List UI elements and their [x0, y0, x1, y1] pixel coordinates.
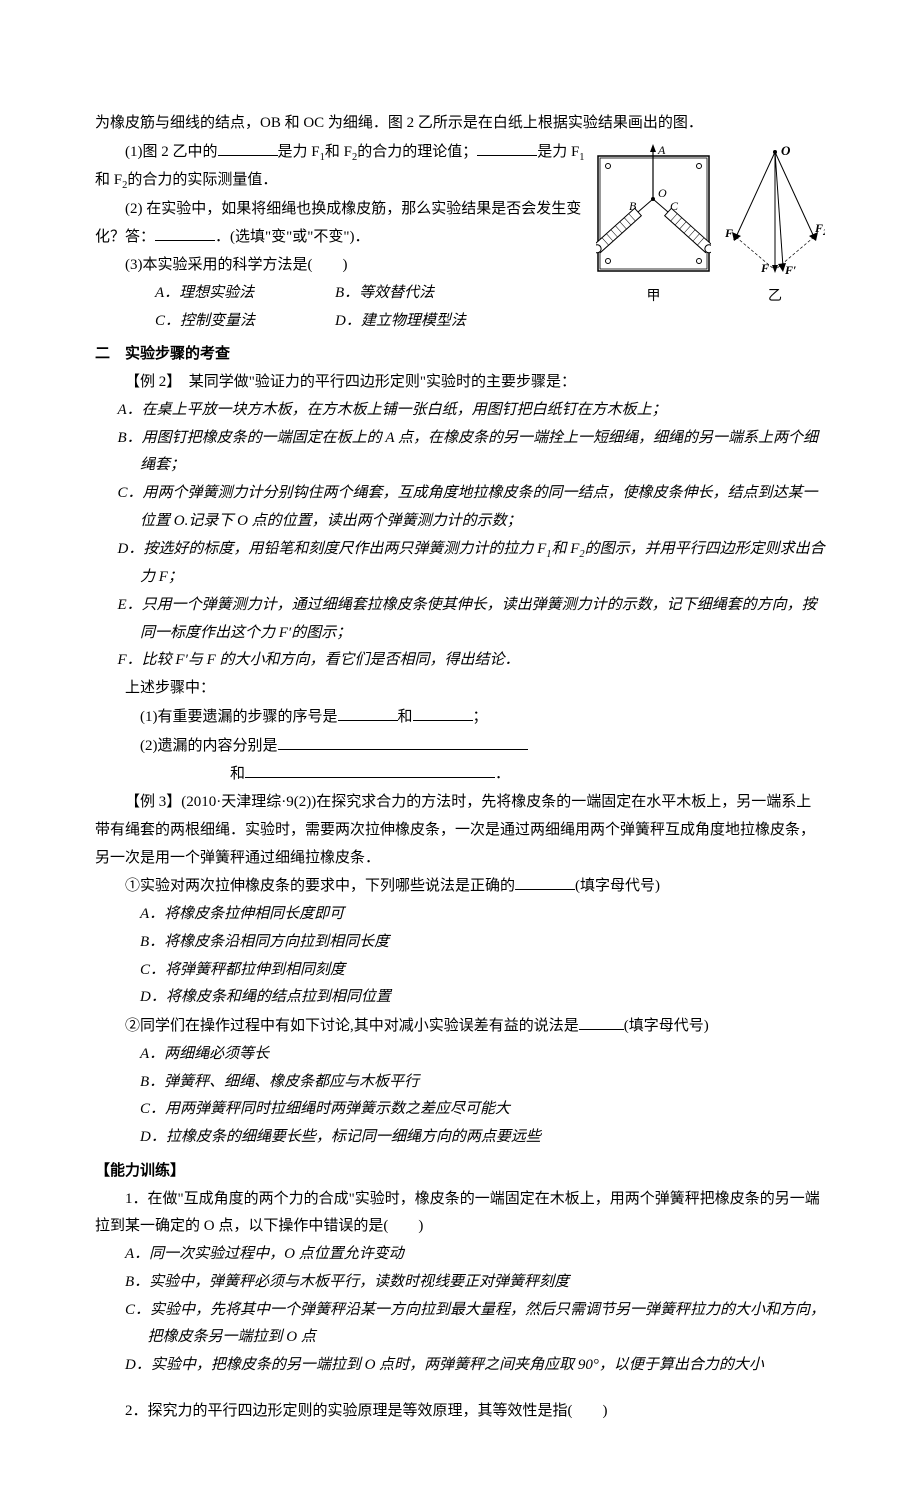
figure-label-jia: 甲: [647, 284, 661, 310]
figure-label-yi: 乙: [768, 284, 782, 310]
ability-q1: 1．在做"互成角度的两个力的合成"实验时，橡皮条的一端固定在木板上，用两个弹簧秤…: [95, 1186, 825, 1242]
diagram-yi: O F1 F2 F F′: [725, 142, 825, 282]
step-a: A．在桌上平放一块方木板，在方木板上铺一张白纸，用图钉把白纸钉在方木板上；: [95, 397, 825, 425]
ex3-q2-d: D．拉橡皮条的细绳要长些，标记同一细绳方向的两点要远些: [95, 1124, 825, 1152]
option-b: B．等效替代法: [335, 280, 515, 308]
step-f: F．比较 F′与 F 的大小和方向，看它们是否相同，得出结论．: [95, 647, 825, 675]
step-b: B．用图钉把橡皮条的一端固定在板上的 A 点，在橡皮条的另一端拴上一短细绳，细绳…: [95, 425, 825, 481]
example-3-intro: 【例 3】(2010·天津理综·9(2))在探究求合力的方法时，先将橡皮条的一端…: [95, 789, 825, 872]
sec2-q2-cont: 和．: [95, 760, 825, 789]
ex3-q2-c: C．用两弹簧秤同时拉细绳时两弹簧示数之差应尽可能大: [95, 1096, 825, 1124]
svg-text:F1: F1: [725, 226, 737, 242]
option-d: D．建立物理模型法: [335, 308, 515, 336]
ability-q1-c: C．实验中，先将其中一个弹簧秤沿某一方向拉到最大量程，然后只需调节另一弹簧秤拉力…: [95, 1297, 825, 1353]
ex3-q1-d: D．将橡皮条和绳的结点拉到相同位置: [95, 984, 825, 1012]
step-e: E．只用一个弹簧测力计，通过细绳套拉橡皮条使其伸长，读出弹簧测力计的示数，记下细…: [95, 592, 825, 648]
step-c: C．用两个弹簧测力计分别钩住两个绳套，互成角度地拉橡皮条的同一结点，使橡皮条伸长…: [95, 480, 825, 536]
svg-text:O: O: [658, 186, 667, 200]
ex3-q2-a: A．两细绳必须等长: [95, 1041, 825, 1069]
sec2-q1: (1)有重要遗漏的步骤的序号是和；: [95, 703, 825, 732]
svg-text:F: F: [760, 261, 769, 275]
svg-text:F2: F2: [814, 221, 825, 237]
svg-text:A: A: [657, 143, 666, 157]
option-c: C．控制变量法: [155, 308, 335, 336]
intro-line1: 为橡皮筋与细线的结点，OB 和 OC 为细绳．图 2 乙所示是在白纸上根据实验结…: [95, 110, 825, 138]
ability-q1-d: D．实验中，把橡皮条的另一端拉到 O 点时，两弹簧秤之间夹角应取 90°，以便于…: [95, 1352, 825, 1380]
ex3-q1-c: C．将弹簧秤都拉伸到相同刻度: [95, 957, 825, 985]
ability-title: 【能力训练】: [95, 1158, 825, 1186]
q3-options-row1: A．理想实验法 B．等效替代法: [95, 280, 588, 308]
example-2-intro: 【例 2】 某同学做"验证力的平行四边形定则"实验时的主要步骤是：: [95, 369, 825, 397]
ability-q1-a: A．同一次实验过程中，O 点位置允许变动: [95, 1241, 825, 1269]
figure-container: A O B C: [596, 142, 825, 310]
figure-yi: O F1 F2 F F′ 乙: [725, 142, 825, 310]
ex3-q1: ①实验对两次拉伸橡皮条的要求中，下列哪些说法是正确的(填字母代号): [95, 872, 825, 901]
q3-options-row2: C．控制变量法 D．建立物理模型法: [95, 308, 588, 336]
ex3-q1-a: A．将橡皮条拉伸相同长度即可: [95, 901, 825, 929]
step-d: D．按选好的标度，用铅笔和刻度尺作出两只弹簧测力计的拉力 F1和 F2的图示，并…: [95, 536, 825, 592]
section-2-title: 二 实验步骤的考查: [95, 341, 825, 369]
ability-q1-b: B．实验中，弹簧秤必须与木板平行，读数时视线要正对弹簧秤刻度: [95, 1269, 825, 1297]
diagram-jia: A O B C: [596, 142, 711, 282]
sec2-q2: (2)遗漏的内容分别是: [95, 732, 825, 761]
svg-text:F′: F′: [784, 263, 796, 277]
option-a: A．理想实验法: [155, 280, 335, 308]
ex3-q2-b: B．弹簧秤、细绳、橡皮条都应与木板平行: [95, 1069, 825, 1097]
ex3-q1-b: B．将橡皮条沿相同方向拉到相同长度: [95, 929, 825, 957]
svg-text:O: O: [781, 143, 791, 158]
above-steps: 上述步骤中：: [95, 675, 825, 703]
ability-q2: 2．探究力的平行四边形定则的实验原理是等效原理，其等效性是指( ): [95, 1398, 825, 1426]
ex3-q2: ②同学们在操作过程中有如下讨论,其中对减小实验误差有益的说法是(填字母代号): [95, 1012, 825, 1041]
figure-jia: A O B C: [596, 142, 711, 310]
